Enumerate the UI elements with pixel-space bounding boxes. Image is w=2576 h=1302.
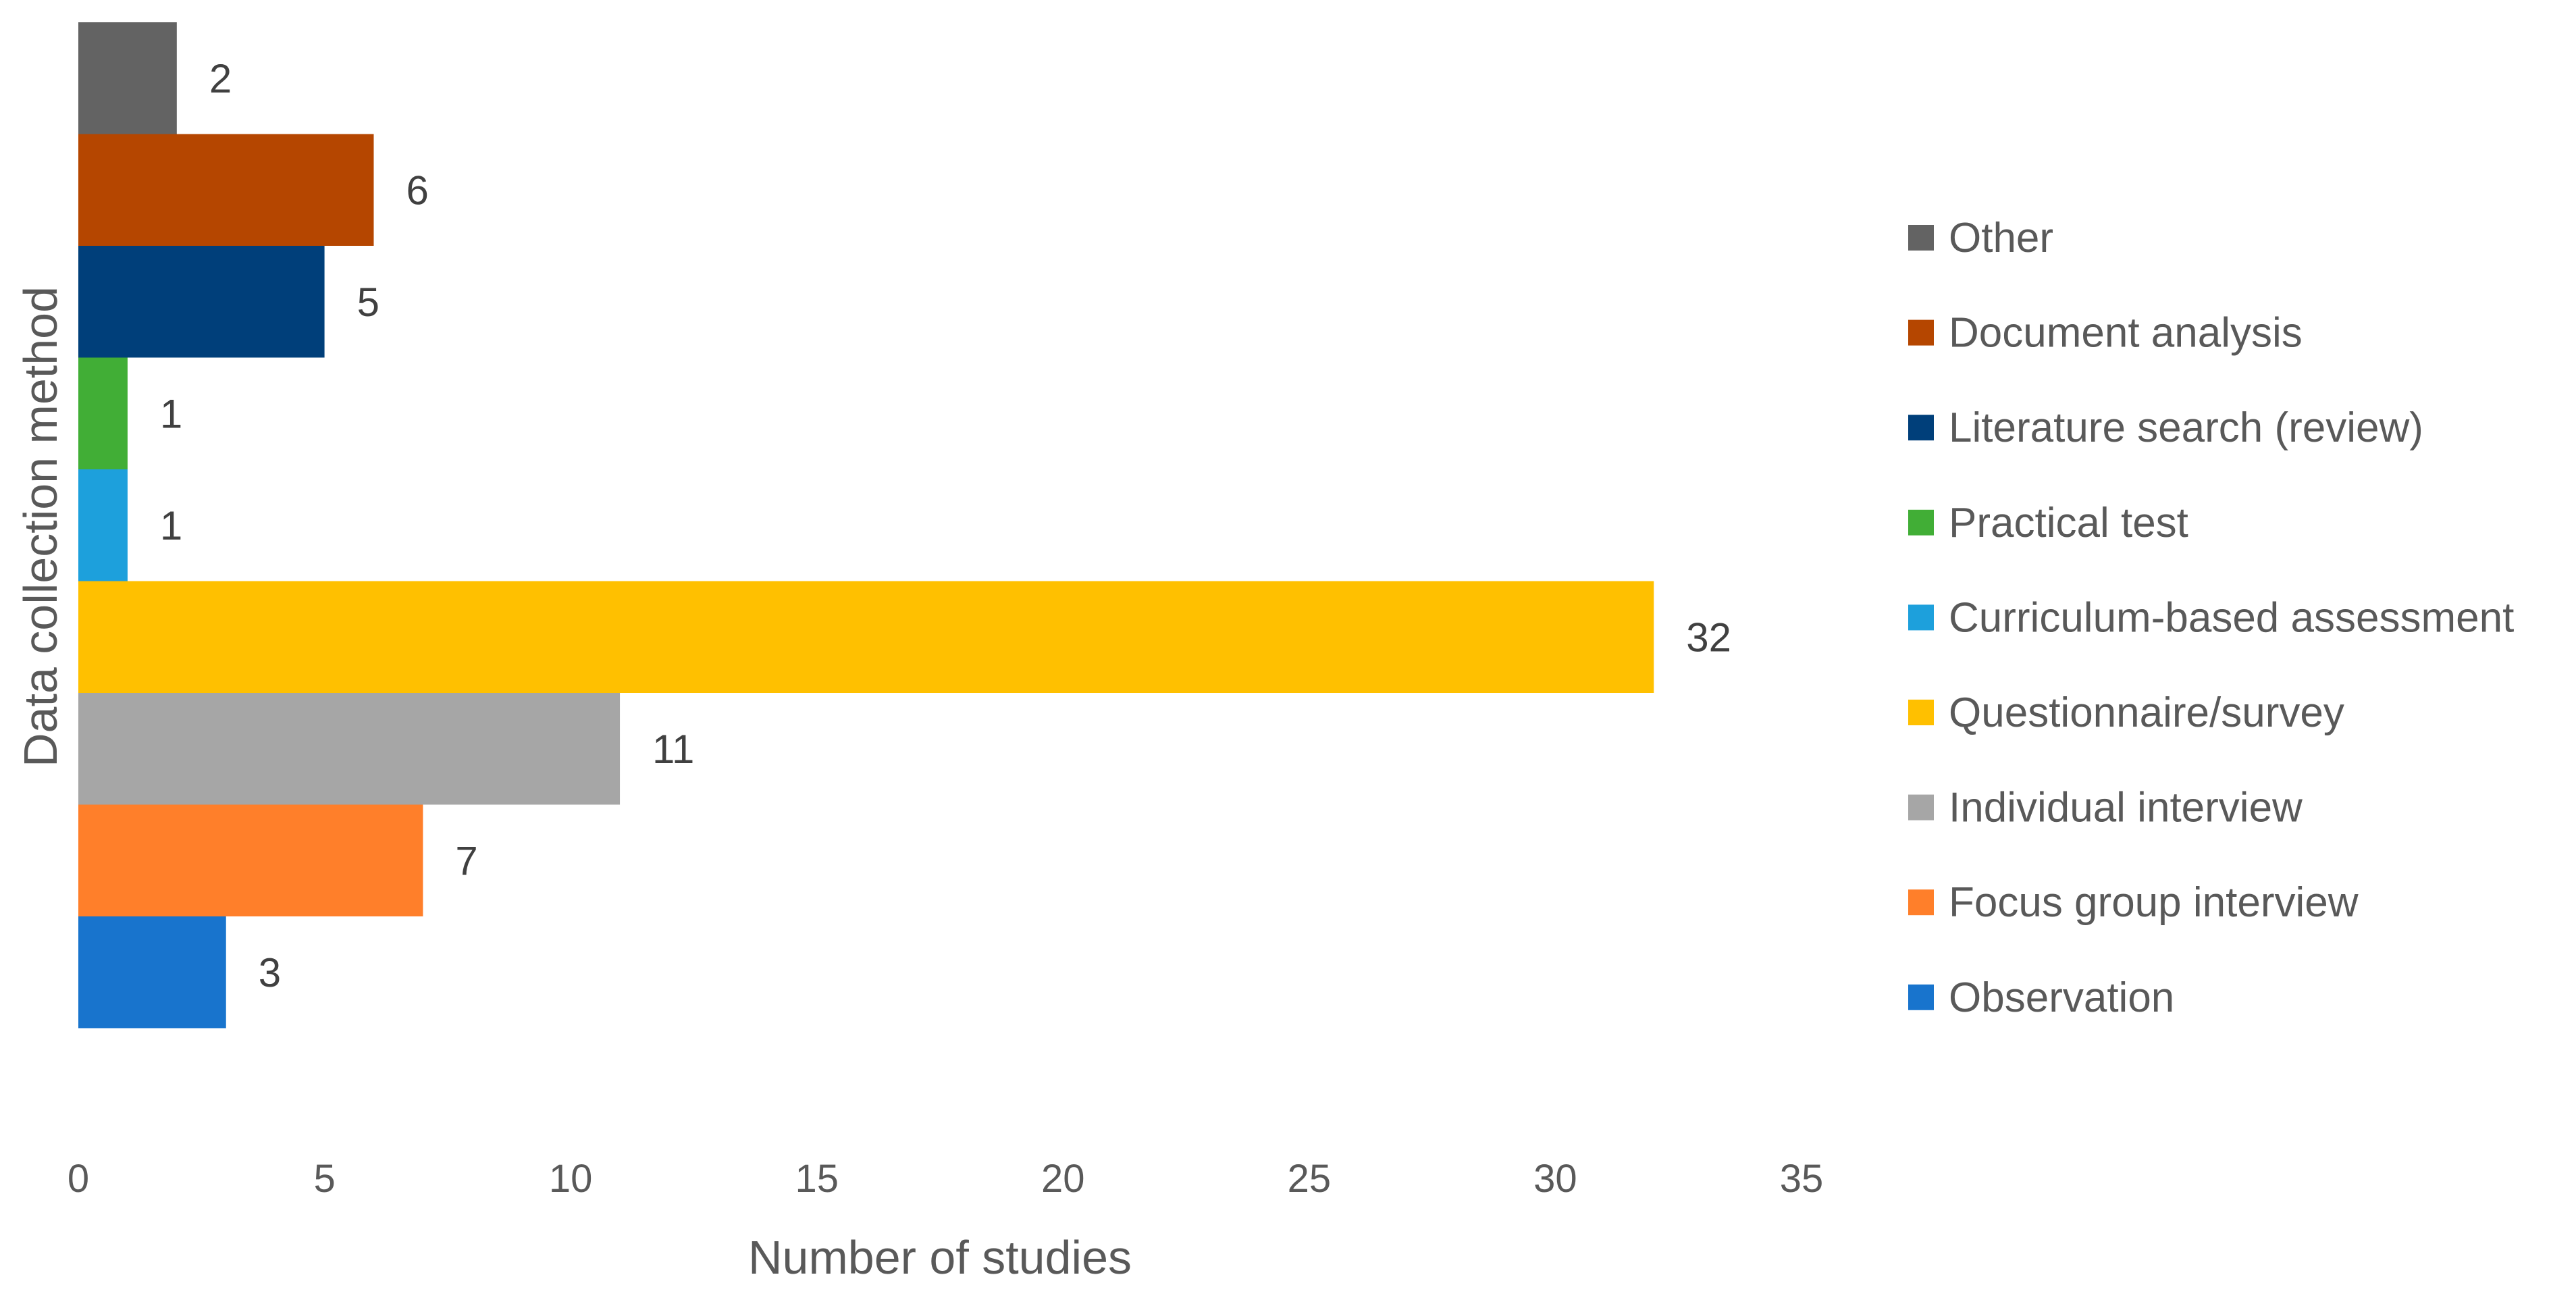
legend-item-other: Other <box>1908 215 2053 261</box>
legend-label-curriculum-based-assessment: Curriculum-based assessment <box>1949 594 2514 641</box>
legend-label-focus-group-interview: Focus group interview <box>1949 879 2359 926</box>
value-label-curriculum-based-assessment: 1 <box>160 503 182 548</box>
bar-other <box>78 22 177 134</box>
x-tick-label-5: 5 <box>313 1157 335 1201</box>
legend-swatch-focus-group-interview <box>1908 889 1934 916</box>
bar-literature-search-review <box>78 246 325 358</box>
bar-individual-interview <box>78 693 621 805</box>
legend-swatch-questionnaire-survey <box>1908 700 1934 725</box>
x-tick-label-25: 25 <box>1288 1157 1332 1201</box>
legend-item-curriculum-based-assessment: Curriculum-based assessment <box>1908 594 2514 641</box>
x-axis-ticks: 0 5 10 15 20 25 30 35 <box>68 1157 1823 1201</box>
value-label-literature-search-review: 5 <box>357 280 379 325</box>
legend-swatch-curriculum-based-assessment <box>1908 604 1934 631</box>
legend-item-individual-interview: Individual interview <box>1908 785 2303 831</box>
x-tick-label-20: 20 <box>1041 1157 1085 1201</box>
legend-item-observation: Observation <box>1908 974 2174 1021</box>
legend-label-practical-test: Practical test <box>1949 500 2188 546</box>
bar-document-analysis <box>78 134 374 246</box>
legend-item-practical-test: Practical test <box>1908 500 2188 546</box>
legend-swatch-practical-test <box>1908 509 1934 536</box>
x-tick-label-30: 30 <box>1533 1157 1577 1201</box>
legend-item-questionnaire-survey: Questionnaire/survey <box>1908 689 2344 736</box>
bars-layer <box>78 22 1654 1028</box>
value-label-questionnaire-survey: 32 <box>1686 615 1731 660</box>
legend-swatch-other <box>1908 225 1934 251</box>
legend-label-literature-search-review: Literature search (review) <box>1949 405 2423 451</box>
legend-swatch-document-analysis <box>1908 319 1934 346</box>
bar-curriculum-based-assessment <box>78 469 128 581</box>
value-label-other: 2 <box>209 56 232 101</box>
x-tick-label-35: 35 <box>1780 1157 1824 1201</box>
legend-label-observation: Observation <box>1949 974 2174 1021</box>
legend-label-questionnaire-survey: Questionnaire/survey <box>1949 689 2344 736</box>
legend-item-focus-group-interview: Focus group interview <box>1908 879 2359 926</box>
legend-label-individual-interview: Individual interview <box>1949 785 2303 831</box>
legend-item-document-analysis: Document analysis <box>1908 310 2303 357</box>
legend-swatch-individual-interview <box>1908 794 1934 821</box>
legend-swatch-literature-search-review <box>1908 415 1934 441</box>
legend-item-literature-search-review: Literature search (review) <box>1908 405 2423 451</box>
bar-questionnaire-survey <box>78 581 1654 693</box>
bar-focus-group-interview <box>78 804 423 916</box>
value-label-practical-test: 1 <box>160 391 182 436</box>
x-tick-label-10: 10 <box>549 1157 593 1201</box>
y-axis-title: Data collection method <box>14 286 67 767</box>
legend-label-document-analysis: Document analysis <box>1949 310 2303 357</box>
legend-label-other: Other <box>1949 215 2053 261</box>
x-tick-label-15: 15 <box>795 1157 839 1201</box>
value-label-observation: 3 <box>259 950 281 995</box>
value-label-individual-interview: 11 <box>652 727 694 772</box>
x-axis-title: Number of studies <box>748 1231 1132 1284</box>
value-label-document-analysis: 6 <box>406 167 428 213</box>
bar-practical-test <box>78 357 128 469</box>
value-label-focus-group-interview: 7 <box>455 838 477 883</box>
legend-swatch-observation <box>1908 984 1934 1010</box>
x-tick-label-0: 0 <box>68 1157 89 1201</box>
legend: Other Document analysis Literature search … <box>1908 215 2514 1021</box>
bar-observation <box>78 916 226 1028</box>
